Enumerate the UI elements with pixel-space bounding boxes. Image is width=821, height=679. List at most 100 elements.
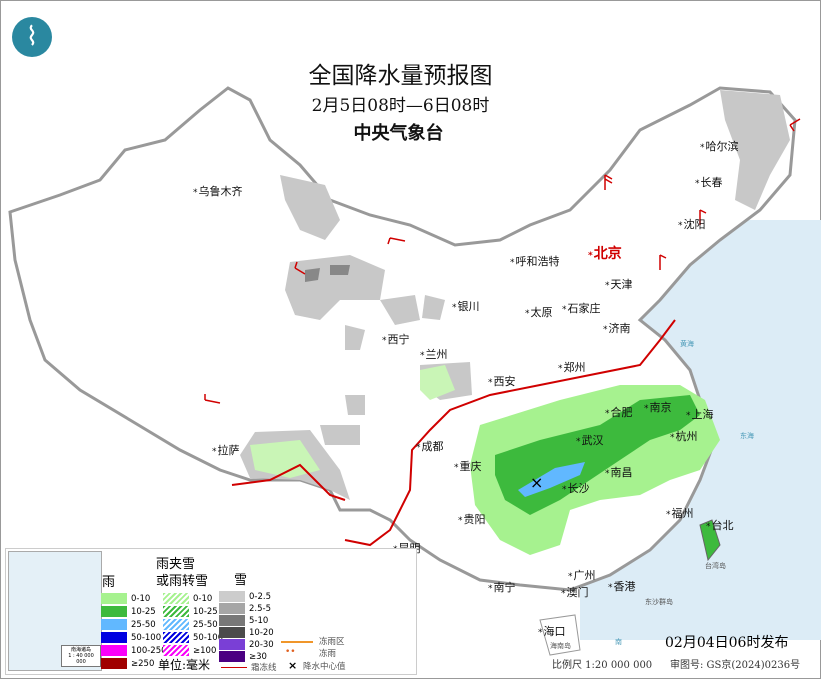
rain-swatch <box>101 593 127 604</box>
island-label: 东沙群岛 <box>645 598 673 606</box>
snow-swatch <box>219 627 245 638</box>
city-label: 济南 <box>603 322 631 337</box>
rain-label: 50-100 <box>131 633 162 643</box>
snow-label: ≥30 <box>249 652 267 662</box>
frost-line <box>231 319 676 547</box>
mixed-legend-title-2: 或雨转雪 <box>156 574 209 589</box>
city-label: 兰州 <box>420 348 448 363</box>
mixed-swatch <box>163 645 189 656</box>
city-label: 澳门 <box>561 586 589 601</box>
snow-label: 20-30 <box>249 640 274 650</box>
sea-label: 南 <box>615 638 622 646</box>
frost-line-label: 霜冻线 <box>251 663 277 673</box>
city-label: 长春 <box>695 176 723 191</box>
sea-label: 黄海 <box>680 340 694 348</box>
city-label: 郑州 <box>558 361 586 376</box>
rain-label: 0-10 <box>131 594 151 604</box>
snow-label: 2.5-5 <box>249 604 271 614</box>
frost-line-symbol <box>221 667 247 672</box>
precip-center-label: 降水中心值 <box>303 662 346 672</box>
snow-legend-title: 雪 <box>234 573 248 588</box>
freezing-rain-label: 冻雨 <box>319 649 337 659</box>
snow-label: 5-10 <box>249 616 269 626</box>
city-label: 重庆 <box>454 460 482 475</box>
city-label: 贵阳 <box>458 513 486 528</box>
freezing-rain-symbol: •• <box>285 647 296 657</box>
snow-swatch <box>219 615 245 626</box>
city-label: 西安 <box>488 375 516 390</box>
mixed-label: 10-25 <box>193 607 218 617</box>
legend: 南海诸岛 1 : 40 000 000 雨 雨夹雪 或雨转雪 雪 0-10 10… <box>5 548 417 675</box>
inset-title: 南海诸岛 <box>70 647 91 653</box>
city-label: 南京 <box>644 401 672 416</box>
city-label: 银川 <box>452 300 480 315</box>
city-label: 海口 <box>538 625 566 640</box>
rain-swatch <box>101 632 127 643</box>
city-label: 合肥 <box>605 406 633 421</box>
city-label: 杭州 <box>670 430 698 445</box>
rain-swatch <box>101 619 127 630</box>
mixed-label: 50-100 <box>193 633 224 643</box>
mixed-legend-title-1: 雨夹雪 <box>156 557 196 572</box>
city-label: 呼和浩特 <box>510 255 560 270</box>
island-label: 海南岛 <box>550 642 571 650</box>
rain-swatch <box>101 645 127 656</box>
city-label-capital: 北京 <box>588 246 622 264</box>
city-label: 南宁 <box>488 581 516 596</box>
rain-swatch <box>101 606 127 617</box>
mixed-label: ≥100 <box>193 646 217 656</box>
issuer: 中央气象台 <box>353 123 444 144</box>
mixed-swatch <box>163 632 189 643</box>
city-label: 西宁 <box>382 333 410 348</box>
city-label: 石家庄 <box>562 302 601 317</box>
unit-label: 单位:毫米 <box>158 658 211 672</box>
rain-legend-title: 雨 <box>102 575 116 590</box>
city-label: 拉萨 <box>212 444 240 459</box>
freezing-rain-area-label: 冻雨区 <box>319 637 345 647</box>
rain-swatch <box>101 658 127 669</box>
snow-label: 0-2.5 <box>249 592 271 602</box>
map-title: 全国降水量预报图 <box>308 63 493 89</box>
snow-label: 10-20 <box>249 628 274 638</box>
city-label: 台北 <box>706 519 734 534</box>
snow-swatch <box>219 591 245 602</box>
precip-center-symbol: × <box>288 659 298 672</box>
snow-swatch <box>219 639 245 650</box>
city-label: 长沙 <box>562 482 590 497</box>
map-approval-number: 审图号: GS京(2024)0236号 <box>670 660 801 671</box>
city-label: 武汉 <box>576 434 604 449</box>
city-label: 福州 <box>666 507 694 522</box>
precip-center-marker: × <box>530 473 543 492</box>
snow-swatch <box>219 651 245 662</box>
sea-label: 东海 <box>740 432 754 440</box>
city-label: 哈尔滨 <box>700 140 739 155</box>
south-china-sea-inset: 南海诸岛 1 : 40 000 000 <box>8 551 102 671</box>
wind-barbs <box>204 118 801 404</box>
snow-swatch <box>219 603 245 614</box>
city-label: 上海 <box>686 408 714 423</box>
rain-label: 25-50 <box>131 620 156 630</box>
mixed-label: 25-50 <box>193 620 218 630</box>
publish-time: 02月04日06时发布 <box>665 635 789 651</box>
rain-label: 10-25 <box>131 607 156 617</box>
map-scale: 比例尺 1:20 000 000 <box>552 660 653 671</box>
rain-label: ≥250 <box>131 659 155 669</box>
island-label: 台湾岛 <box>705 562 726 570</box>
city-label: 广州 <box>568 569 596 584</box>
cma-logo-icon: ⌇ <box>12 17 52 57</box>
inset-caption: 南海诸岛 1 : 40 000 000 <box>61 645 101 667</box>
forecast-period: 2月5日08时—6日08时 <box>311 96 490 116</box>
mixed-swatch <box>163 606 189 617</box>
city-label: 沈阳 <box>678 218 706 233</box>
mixed-swatch <box>163 593 189 604</box>
mixed-swatch <box>163 619 189 630</box>
city-label: 天津 <box>605 278 633 293</box>
city-label: 南昌 <box>605 466 633 481</box>
freezing-rain-area-symbol <box>281 641 313 643</box>
city-label: 太原 <box>525 306 553 321</box>
city-label: 成都 <box>416 440 444 455</box>
rain-label: 100-250 <box>131 646 167 656</box>
city-label: 乌鲁木齐 <box>193 185 243 200</box>
inset-scale: 1 : 40 000 000 <box>68 653 94 665</box>
city-label: 香港 <box>608 580 636 595</box>
